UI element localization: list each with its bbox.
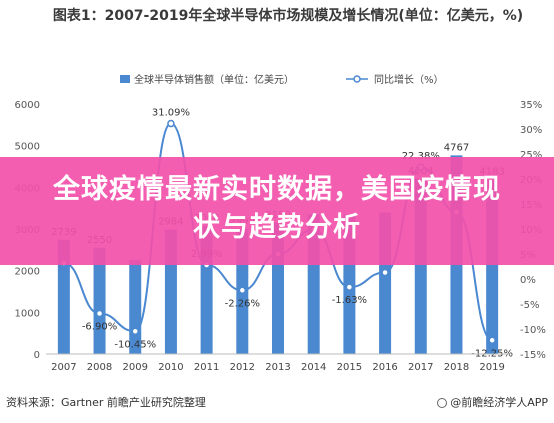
bar-value-label: 4767 xyxy=(444,142,469,153)
chart-title: 图表1：2007-2019年全球半导体市场规模及增长情况(单位：亿美元，%) xyxy=(52,8,524,24)
right-tick-label: 30% xyxy=(520,125,542,136)
right-tick-label: -15% xyxy=(520,350,546,361)
growth-point xyxy=(95,309,104,318)
banner-text: 全球疫情最新实时数据，美国疫情现状与趋势分析 xyxy=(53,174,501,243)
growth-value-label: 22.38% xyxy=(402,151,440,162)
growth-point xyxy=(345,283,354,291)
x-tick-label: 2010 xyxy=(158,362,183,373)
growth-value-label: -2.26% xyxy=(225,298,260,309)
right-tick-label: -10% xyxy=(520,325,546,336)
right-tick-label: 25% xyxy=(520,150,542,161)
overlay-banner[interactable]: 全球疫情最新实时数据，美国疫情现状与趋势分析 xyxy=(0,157,554,265)
bar xyxy=(93,247,106,354)
x-tick-label: 2018 xyxy=(444,362,469,373)
x-tick-label: 2015 xyxy=(337,362,362,373)
growth-value-label: 31.09% xyxy=(152,108,190,119)
left-tick-label: 6000 xyxy=(15,100,40,111)
source-note: 资料来源：Gartner 前瞻产业研究院整理 xyxy=(6,396,206,409)
x-tick-label: 2017 xyxy=(408,362,433,373)
growth-point xyxy=(381,268,389,277)
legend-line-label: 同比增长（%） xyxy=(374,73,444,86)
x-tick-label: 2019 xyxy=(479,362,504,373)
growth-point xyxy=(131,327,139,335)
x-tick-label: 2016 xyxy=(372,362,397,373)
right-tick-label: 35% xyxy=(520,100,542,111)
x-tick-label: 2009 xyxy=(123,362,148,373)
left-tick-label: 1000 xyxy=(15,308,40,319)
legend-bar-swatch xyxy=(120,75,130,83)
growth-point xyxy=(238,286,247,295)
logo-icon xyxy=(437,398,448,408)
left-tick-label: 0 xyxy=(34,350,40,361)
x-axis: 2007 2008 2009 2010 2011 2012 2013 2014 2015 2016… xyxy=(46,353,510,373)
legend-line-marker xyxy=(353,75,361,83)
brand-logo: @前瞻经济学人APP xyxy=(437,394,548,410)
x-tick-label: 2014 xyxy=(301,362,326,373)
x-tick-label: 2008 xyxy=(87,362,112,373)
legend-bar-label: 全球半导体销售额（单位：亿美元） xyxy=(134,73,294,86)
right-tick-label: -5% xyxy=(520,300,539,311)
x-tick-label: 2013 xyxy=(265,362,290,373)
growth-point xyxy=(488,336,496,344)
left-tick-label: 2000 xyxy=(15,267,40,278)
legend: 全球半导体销售额（单位：亿美元） 同比增长（%） xyxy=(120,73,444,86)
x-tick-label: 2011 xyxy=(194,362,219,373)
growth-value-label: -10.45% xyxy=(114,339,156,350)
growth-point xyxy=(167,119,175,128)
bar xyxy=(57,239,70,354)
logo-text: @前瞻经济学人APP xyxy=(450,396,548,409)
growth-value-label: -6.90% xyxy=(82,322,117,333)
x-tick-label: 2012 xyxy=(230,362,255,373)
right-tick-label: 0% xyxy=(520,275,536,286)
left-tick-label: 5000 xyxy=(15,142,40,153)
growth-value-label: -1.63% xyxy=(332,295,367,306)
x-tick-label: 2007 xyxy=(51,362,76,373)
